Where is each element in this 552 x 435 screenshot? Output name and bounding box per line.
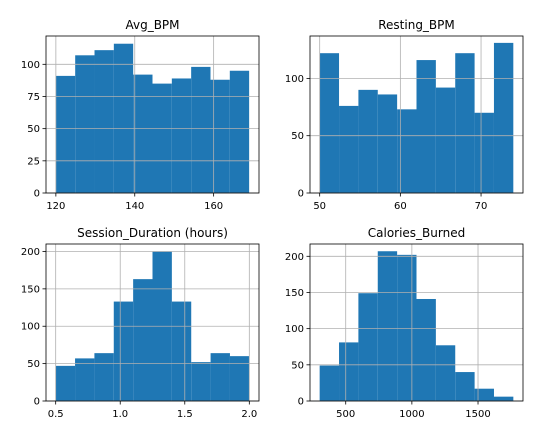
- histogram-title: Avg_BPM: [125, 18, 179, 32]
- y-tick-label: 150: [285, 288, 304, 299]
- x-tick-label: 1000: [399, 409, 424, 420]
- histogram-bar: [171, 301, 192, 401]
- histogram-bar: [397, 109, 417, 193]
- x-tick-label: 70: [475, 201, 488, 212]
- histogram-bar: [75, 358, 95, 401]
- histogram-bar: [435, 345, 456, 401]
- histogram-bar: [474, 388, 494, 401]
- histogram-bar: [94, 50, 114, 193]
- histogram-bar: [493, 396, 514, 401]
- y-tick-label: 100: [21, 322, 40, 333]
- histogram-bar: [339, 105, 359, 193]
- x-tick-label: 60: [394, 201, 407, 212]
- histogram-bar: [416, 298, 436, 401]
- histogram-panel-3: 0.5 1.0 1.5 2.0 0 50 100 150 200 Session_Duration…: [21, 226, 260, 420]
- y-tick-label: 0: [298, 189, 304, 200]
- y-tick-label: 100: [21, 60, 40, 71]
- histogram-bar: [191, 362, 211, 401]
- histogram-bar: [113, 301, 134, 401]
- y-tick-label: 25: [27, 156, 40, 167]
- histogram-bar: [210, 353, 230, 401]
- histogram-bar: [171, 78, 192, 193]
- x-tick-label: 0.5: [48, 409, 64, 420]
- histogram-bar: [152, 83, 172, 193]
- histogram-bar: [191, 66, 211, 193]
- x-tick-label: 1500: [465, 409, 490, 420]
- axes-frame: [309, 243, 524, 402]
- histogram-bar: [229, 70, 250, 193]
- y-tick-label: 0: [34, 189, 40, 200]
- x-tick-label: 50: [313, 201, 326, 212]
- histogram-title: Resting_BPM: [378, 18, 455, 32]
- axes-frame: [309, 35, 524, 194]
- x-tick-label: 120: [46, 201, 65, 212]
- histogram-bar: [455, 53, 475, 193]
- histogram-panel-4: 500 1000 1500 0 50 100 150 200 Calories_Burned: [285, 226, 524, 420]
- histogram-bar: [455, 372, 475, 401]
- histogram-bar: [416, 60, 436, 193]
- y-tick-label: 50: [27, 124, 40, 135]
- x-tick-label: 140: [125, 201, 144, 212]
- histogram-bar: [133, 279, 153, 401]
- x-tick-label: 500: [336, 409, 355, 420]
- histogram-bar: [377, 251, 398, 401]
- x-tick-label: 1.5: [177, 409, 193, 420]
- axes-frame: [45, 243, 260, 402]
- y-tick-label: 200: [21, 247, 40, 258]
- axes-frame: [45, 35, 260, 194]
- histogram-bar: [358, 293, 378, 401]
- histogram-bar: [210, 79, 230, 193]
- histogram-bar: [94, 353, 114, 401]
- y-tick-label: 50: [27, 359, 40, 370]
- y-tick-label: 100: [285, 324, 304, 335]
- y-tick-label: 50: [291, 360, 304, 371]
- histogram-bar: [113, 43, 134, 193]
- histogram-panel-2: 50 60 70 0 50 100 Resting_BPM: [285, 18, 524, 212]
- histogram-bar: [493, 42, 514, 193]
- histogram-bar: [55, 365, 76, 401]
- histogram-bar: [435, 87, 456, 193]
- histogram-bar: [358, 89, 378, 193]
- x-tick-label: 160: [204, 201, 223, 212]
- histogram-bar: [229, 356, 250, 401]
- y-tick-label: 150: [21, 284, 40, 295]
- histogram-bar: [319, 53, 340, 193]
- histogram-bar: [474, 112, 494, 193]
- histogram-bar: [397, 254, 417, 401]
- y-tick-label: 100: [285, 74, 304, 85]
- histogram-title: Session_Duration (hours): [77, 226, 228, 240]
- histogram-bar: [75, 55, 95, 193]
- y-tick-label: 0: [298, 397, 304, 408]
- y-tick-label: 0: [34, 397, 40, 408]
- x-tick-label: 1.0: [112, 409, 128, 420]
- histogram-bar: [319, 365, 340, 401]
- y-tick-label: 75: [27, 92, 40, 103]
- x-tick-label: 2.0: [241, 409, 257, 420]
- histogram-bar: [133, 74, 153, 193]
- histogram-bar: [377, 94, 398, 193]
- y-tick-label: 50: [291, 131, 304, 142]
- histogram-panel-1: 120 140 160 0 25 50 75 100 Avg_BPM: [21, 18, 260, 212]
- histogram-bar: [55, 75, 76, 193]
- y-tick-label: 200: [285, 252, 304, 263]
- histogram-title: Calories_Burned: [368, 226, 465, 240]
- histogram-bar: [339, 342, 359, 401]
